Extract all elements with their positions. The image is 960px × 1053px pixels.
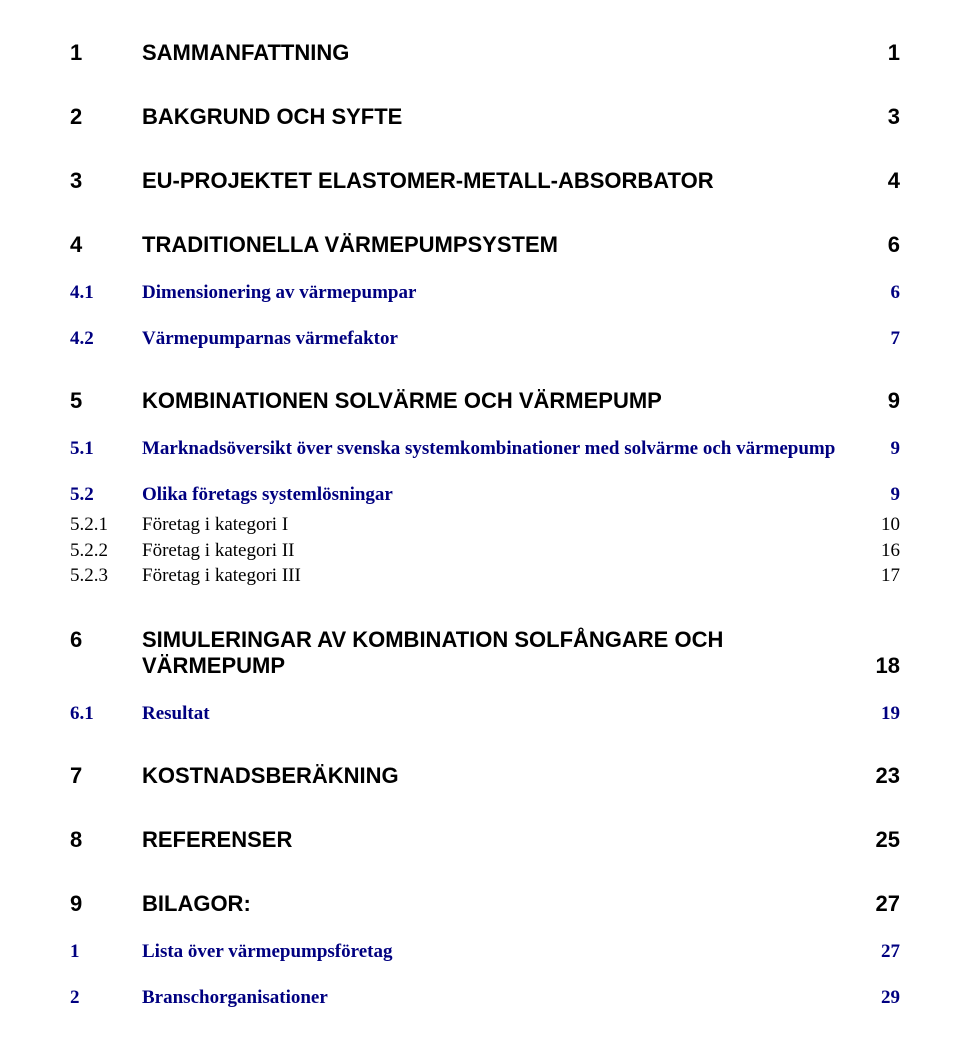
toc-entry-6-line1: 6 SIMULERINGAR AV KOMBINATION SOLFÅNGARE… — [70, 627, 900, 653]
toc-num: 5.2 — [70, 484, 142, 506]
toc-entry-4-2: 4.2 Värmepumparnas värmefaktor 7 — [70, 328, 900, 350]
toc-entry-5-2-1: 5.2.1 Företag i kategori I 10 — [70, 512, 900, 538]
toc-num: 2 — [70, 104, 142, 130]
toc-num: 7 — [70, 763, 142, 789]
toc-title: KOSTNADSBERÄKNING — [142, 763, 399, 789]
toc-title-line1: SIMULERINGAR AV KOMBINATION SOLFÅNGARE O… — [142, 627, 723, 653]
toc-num: 5.2.1 — [70, 512, 142, 538]
toc-page-num: 19 — [875, 703, 900, 725]
toc-page-num: 16 — [875, 538, 900, 564]
toc-entry-appendix-2: 2 Branschorganisationer 29 — [70, 987, 900, 1009]
toc-entry-4: 4 TRADITIONELLA VÄRMEPUMPSYSTEM 6 — [70, 232, 900, 258]
toc-title: SAMMANFATTNING — [142, 40, 349, 66]
toc-num: 8 — [70, 827, 142, 853]
toc-page-num: 18 — [870, 653, 900, 679]
toc-title: Olika företags systemlösningar — [142, 484, 393, 506]
toc-entry-5-2-2: 5.2.2 Företag i kategori II 16 — [70, 538, 900, 564]
toc-num: 6.1 — [70, 703, 142, 725]
toc-title: Värmepumparnas värmefaktor — [142, 328, 398, 350]
toc-num: 5 — [70, 388, 142, 414]
toc-title: Företag i kategori I — [142, 512, 288, 538]
toc-entry-5-1: 5.1 Marknadsöversikt över svenska system… — [70, 438, 900, 460]
toc-page-num: 17 — [875, 563, 900, 589]
toc-page-num: 27 — [870, 891, 900, 917]
toc-page-num: 10 — [875, 512, 900, 538]
toc-page-num: 3 — [882, 104, 900, 130]
toc-num: 4 — [70, 232, 142, 258]
toc-entry-appendix-1: 1 Lista över värmepumpsföretag 27 — [70, 941, 900, 963]
toc-title: Företag i kategori II — [142, 538, 294, 564]
toc-num: 1 — [70, 941, 142, 963]
toc-page: 1 SAMMANFATTNING 1 2 BAKGRUND OCH SYFTE … — [0, 0, 960, 1053]
toc-page-num: 9 — [882, 388, 900, 414]
toc-num: 3 — [70, 168, 142, 194]
toc-page-num: 23 — [870, 763, 900, 789]
toc-num: 1 — [70, 40, 142, 66]
toc-num: 4.2 — [70, 328, 142, 350]
toc-page-num: 1 — [882, 40, 900, 66]
toc-num: 9 — [70, 891, 142, 917]
toc-num: 5.2.3 — [70, 563, 142, 589]
toc-entry-1: 1 SAMMANFATTNING 1 — [70, 40, 900, 66]
toc-title: Företag i kategori III — [142, 563, 301, 589]
toc-entry-6-1: 6.1 Resultat 19 — [70, 703, 900, 725]
toc-entry-7: 7 KOSTNADSBERÄKNING 23 — [70, 763, 900, 789]
toc-title-line2: VÄRMEPUMP — [142, 653, 285, 679]
toc-page-num: 29 — [875, 987, 900, 1009]
toc-title: KOMBINATIONEN SOLVÄRME OCH VÄRMEPUMP — [142, 388, 662, 414]
toc-num: 2 — [70, 987, 142, 1009]
toc-title: Marknadsöversikt över svenska systemkomb… — [142, 438, 835, 460]
toc-entry-3: 3 EU-PROJEKTET ELASTOMER-METALL-ABSORBAT… — [70, 168, 900, 194]
toc-title: REFERENSER — [142, 827, 292, 853]
toc-page-num: 7 — [885, 328, 901, 350]
toc-entry-8: 8 REFERENSER 25 — [70, 827, 900, 853]
toc-title: BAKGRUND OCH SYFTE — [142, 104, 402, 130]
toc-entry-5-2: 5.2 Olika företags systemlösningar 9 — [70, 484, 900, 506]
toc-num: 4.1 — [70, 282, 142, 304]
toc-entry-5-2-3: 5.2.3 Företag i kategori III 17 — [70, 563, 900, 589]
toc-title: EU-PROJEKTET ELASTOMER-METALL-ABSORBATOR — [142, 168, 714, 194]
toc-title: Lista över värmepumpsföretag — [142, 941, 393, 963]
toc-title: Dimensionering av värmepumpar — [142, 282, 416, 304]
toc-page-num: 9 — [885, 438, 901, 460]
toc-page-num: 4 — [882, 168, 900, 194]
toc-page-num: 6 — [885, 282, 901, 304]
toc-entry-6-line2: VÄRMEPUMP 18 — [70, 653, 900, 679]
toc-page-num: 6 — [882, 232, 900, 258]
toc-num: 5.1 — [70, 438, 142, 460]
toc-entry-4-1: 4.1 Dimensionering av värmepumpar 6 — [70, 282, 900, 304]
toc-page-num: 27 — [875, 941, 900, 963]
toc-title: Resultat — [142, 703, 210, 725]
toc-num: 6 — [70, 627, 142, 653]
toc-page-num: 25 — [870, 827, 900, 853]
toc-title: TRADITIONELLA VÄRMEPUMPSYSTEM — [142, 232, 558, 258]
toc-entry-9: 9 BILAGOR: 27 — [70, 891, 900, 917]
toc-title: Branschorganisationer — [142, 987, 328, 1009]
toc-page-num: 9 — [885, 484, 901, 506]
toc-entry-2: 2 BAKGRUND OCH SYFTE 3 — [70, 104, 900, 130]
toc-num: 5.2.2 — [70, 538, 142, 564]
toc-entry-5: 5 KOMBINATIONEN SOLVÄRME OCH VÄRMEPUMP 9 — [70, 388, 900, 414]
toc-title: BILAGOR: — [142, 891, 251, 917]
